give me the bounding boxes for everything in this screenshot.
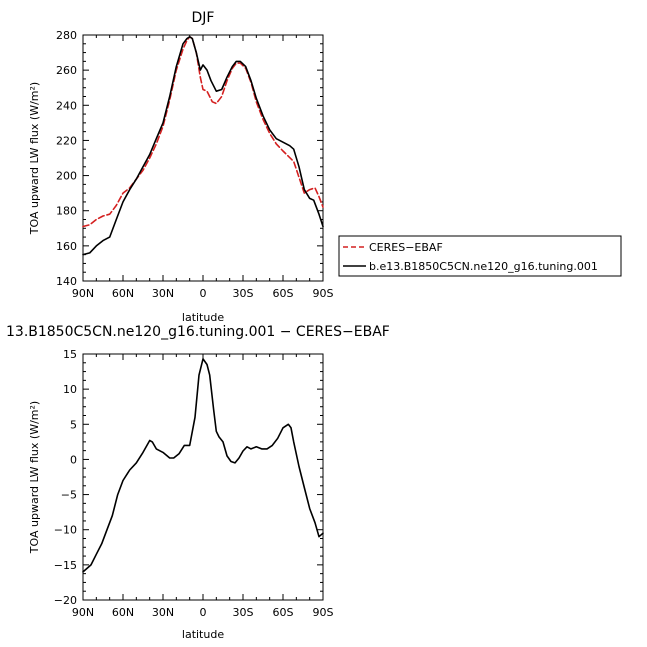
top-chart-title: DJF xyxy=(192,10,215,26)
bottom-y-axis: −20 −15 −10 −5 0 5 10 15 xyxy=(54,348,323,607)
bottom-y-tick-label: 10 xyxy=(63,383,77,396)
bottom-x-axis: 90N 60N 30N 0 30S 60S 90S xyxy=(72,354,334,619)
top-y-axis: 140 160 180 200 220 240 260 280 xyxy=(56,29,323,288)
top-y-tick-label: 280 xyxy=(56,29,77,42)
top-x-axis: 90N 60N 30N 0 30S 60S 90S xyxy=(72,35,334,300)
top-y-tick-label: 240 xyxy=(56,99,77,112)
top-x-tick-label: 30S xyxy=(233,287,254,300)
top-y-tick-label: 160 xyxy=(56,240,77,253)
top-x-axis-label: latitude xyxy=(182,311,224,324)
bottom-x-tick-label: 60N xyxy=(112,606,134,619)
top-y-axis-label: TOA upward LW flux (W/m²) xyxy=(28,82,41,235)
bottom-series-line-primary xyxy=(82,358,324,573)
top-y-tick-label: 200 xyxy=(56,170,77,183)
bottom-chart-title: 13.B1850C5CN.ne120_g16.tuning.001 − CERE… xyxy=(6,324,390,340)
bottom-y-tick-label: −5 xyxy=(61,489,77,502)
top-x-tick-label: 0 xyxy=(200,287,207,300)
bottom-y-tick-label: −15 xyxy=(54,559,77,572)
bottom-panel: 13.B1850C5CN.ne120_g16.tuning.001 − CERE… xyxy=(6,324,390,641)
bottom-y-tick-label: 15 xyxy=(63,348,77,361)
bottom-y-tick-label: −10 xyxy=(54,524,77,537)
bottom-x-tick-label: 30S xyxy=(233,606,254,619)
bottom-x-axis-label: latitude xyxy=(182,628,224,641)
legend: CERES−EBAF b.e13.B1850C5CN.ne120_g16.tun… xyxy=(338,235,622,277)
bottom-y-tick-label: −20 xyxy=(54,594,77,607)
top-y-tick-label: 140 xyxy=(56,275,77,288)
bottom-x-tick-label: 30N xyxy=(152,606,174,619)
bottom-x-tick-label: 90S xyxy=(313,606,334,619)
bottom-plot-frame xyxy=(82,353,324,601)
legend-frame xyxy=(338,235,622,277)
bottom-series-group xyxy=(82,358,324,573)
legend-label-model: b.e13.B1850C5CN.ne120_g16.tuning.001 xyxy=(369,260,598,273)
top-y-tick-label: 220 xyxy=(56,134,77,147)
top-x-tick-label: 90S xyxy=(313,287,334,300)
bottom-x-tick-label: 60S xyxy=(273,606,294,619)
bottom-x-tick-label: 0 xyxy=(200,606,207,619)
top-x-tick-label: 60N xyxy=(112,287,134,300)
top-y-tick-label: 180 xyxy=(56,205,77,218)
bottom-x-tick-label: 90N xyxy=(72,606,94,619)
top-y-tick-label: 260 xyxy=(56,64,77,77)
bottom-y-tick-label: 0 xyxy=(70,453,77,466)
bottom-y-tick-label: 5 xyxy=(70,418,77,431)
top-panel: DJF 140 160 180 200 220 240 260 280 90N 60N 30N 0 3… xyxy=(28,10,334,324)
legend-label-ceres: CERES−EBAF xyxy=(369,241,443,254)
top-x-tick-label: 60S xyxy=(273,287,294,300)
bottom-y-axis-label: TOA upward LW flux (W/m²) xyxy=(28,401,41,554)
top-x-tick-label: 30N xyxy=(152,287,174,300)
top-series-group xyxy=(82,36,324,256)
top-plot-frame xyxy=(82,34,324,282)
top-x-tick-label: 90N xyxy=(72,287,94,300)
top-series-line-secondary xyxy=(82,36,324,256)
